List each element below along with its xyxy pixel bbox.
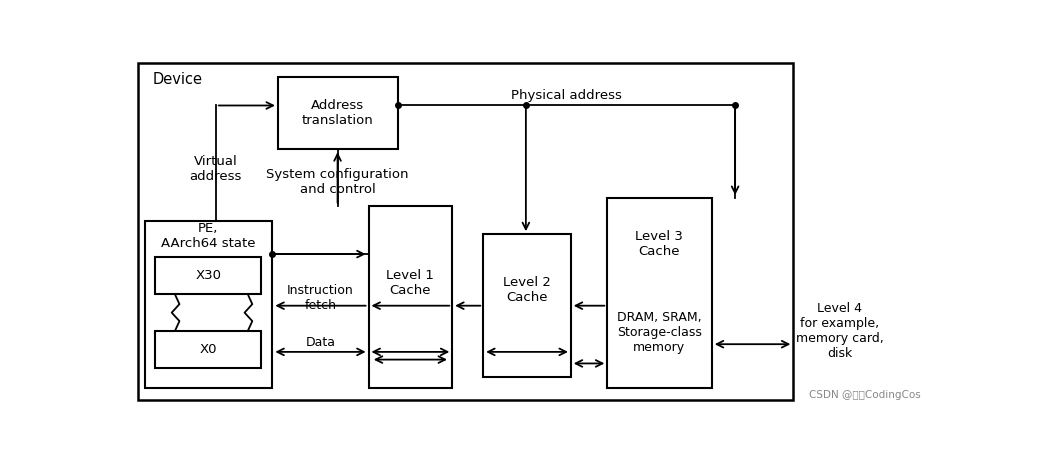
Text: Address
translation: Address translation [302, 99, 373, 127]
Text: Device: Device [153, 73, 203, 87]
Text: System configuration
and control: System configuration and control [266, 169, 409, 196]
Bar [138, 63, 793, 400]
Bar [369, 206, 452, 388]
Text: Instruction
fetch: Instruction fetch [287, 284, 354, 312]
Bar [607, 198, 712, 388]
Bar [144, 221, 273, 388]
Text: Physical address: Physical address [511, 89, 622, 102]
Text: PE,
AArch64 state: PE, AArch64 state [161, 222, 255, 250]
Bar [156, 331, 261, 368]
Text: Virtual
address: Virtual address [190, 155, 242, 183]
Text: Level 2
Cache: Level 2 Cache [503, 276, 551, 304]
Text: CSDN @主公CodingCos: CSDN @主公CodingCos [810, 390, 921, 401]
Bar [156, 257, 261, 294]
Bar [278, 77, 398, 149]
Text: X30: X30 [195, 269, 222, 282]
Text: Data: Data [305, 336, 335, 349]
Bar [483, 234, 571, 377]
Text: Level 1
Cache: Level 1 Cache [387, 268, 435, 297]
Text: Level 4
for example,
memory card,
disk: Level 4 for example, memory card, disk [796, 302, 884, 360]
Text: Level 3
Cache: Level 3 Cache [635, 230, 683, 258]
Text: X0: X0 [200, 343, 217, 356]
Text: DRAM, SRAM,
Storage-class
memory: DRAM, SRAM, Storage-class memory [617, 311, 701, 354]
